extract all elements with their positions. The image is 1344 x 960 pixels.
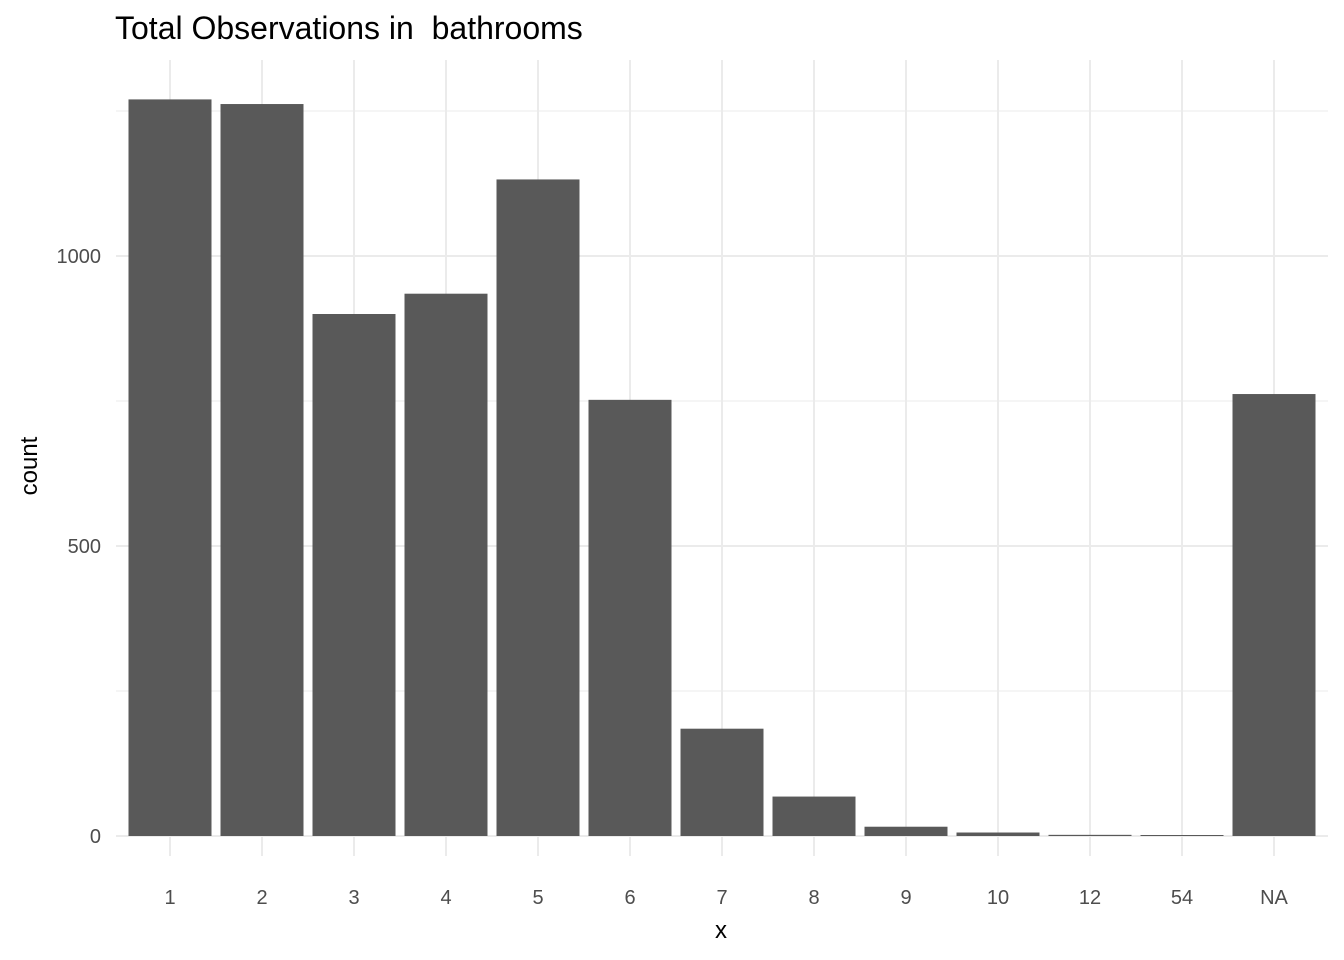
x-tick-label: 2 <box>256 887 267 909</box>
x-tick-label: 4 <box>440 887 451 909</box>
x-tick-label: 54 <box>1171 887 1193 909</box>
x-tick-label: 1 <box>164 887 175 909</box>
x-tick-label: 12 <box>1079 887 1101 909</box>
bar-4 <box>404 293 488 836</box>
bar-10 <box>956 832 1040 836</box>
chart-title: Total Observations in bathrooms <box>115 10 583 46</box>
bar-54 <box>1140 835 1224 836</box>
bar-5 <box>496 179 580 836</box>
x-tick-label: 5 <box>532 887 543 909</box>
x-tick-label: 9 <box>900 887 911 909</box>
x-tick-label: 8 <box>808 887 819 909</box>
y-tick-label: 0 <box>90 826 101 848</box>
bar-2 <box>220 104 304 837</box>
x-axis-label: x <box>715 917 727 944</box>
bar-9 <box>864 826 948 836</box>
x-tick-label: 10 <box>987 887 1009 909</box>
x-tick-label: 7 <box>716 887 727 909</box>
bar-8 <box>772 796 856 836</box>
x-tick-label: 6 <box>624 887 635 909</box>
bar-12 <box>1048 834 1132 836</box>
y-tick-label: 1000 <box>57 246 102 268</box>
bar-NA <box>1232 394 1316 836</box>
bar-3 <box>312 314 396 836</box>
x-tick-label: 3 <box>348 887 359 909</box>
bar-1 <box>128 99 212 836</box>
bar-7 <box>680 728 764 836</box>
y-tick-label: 500 <box>68 536 101 558</box>
bar-6 <box>588 399 672 836</box>
x-tick-label: NA <box>1260 887 1288 909</box>
